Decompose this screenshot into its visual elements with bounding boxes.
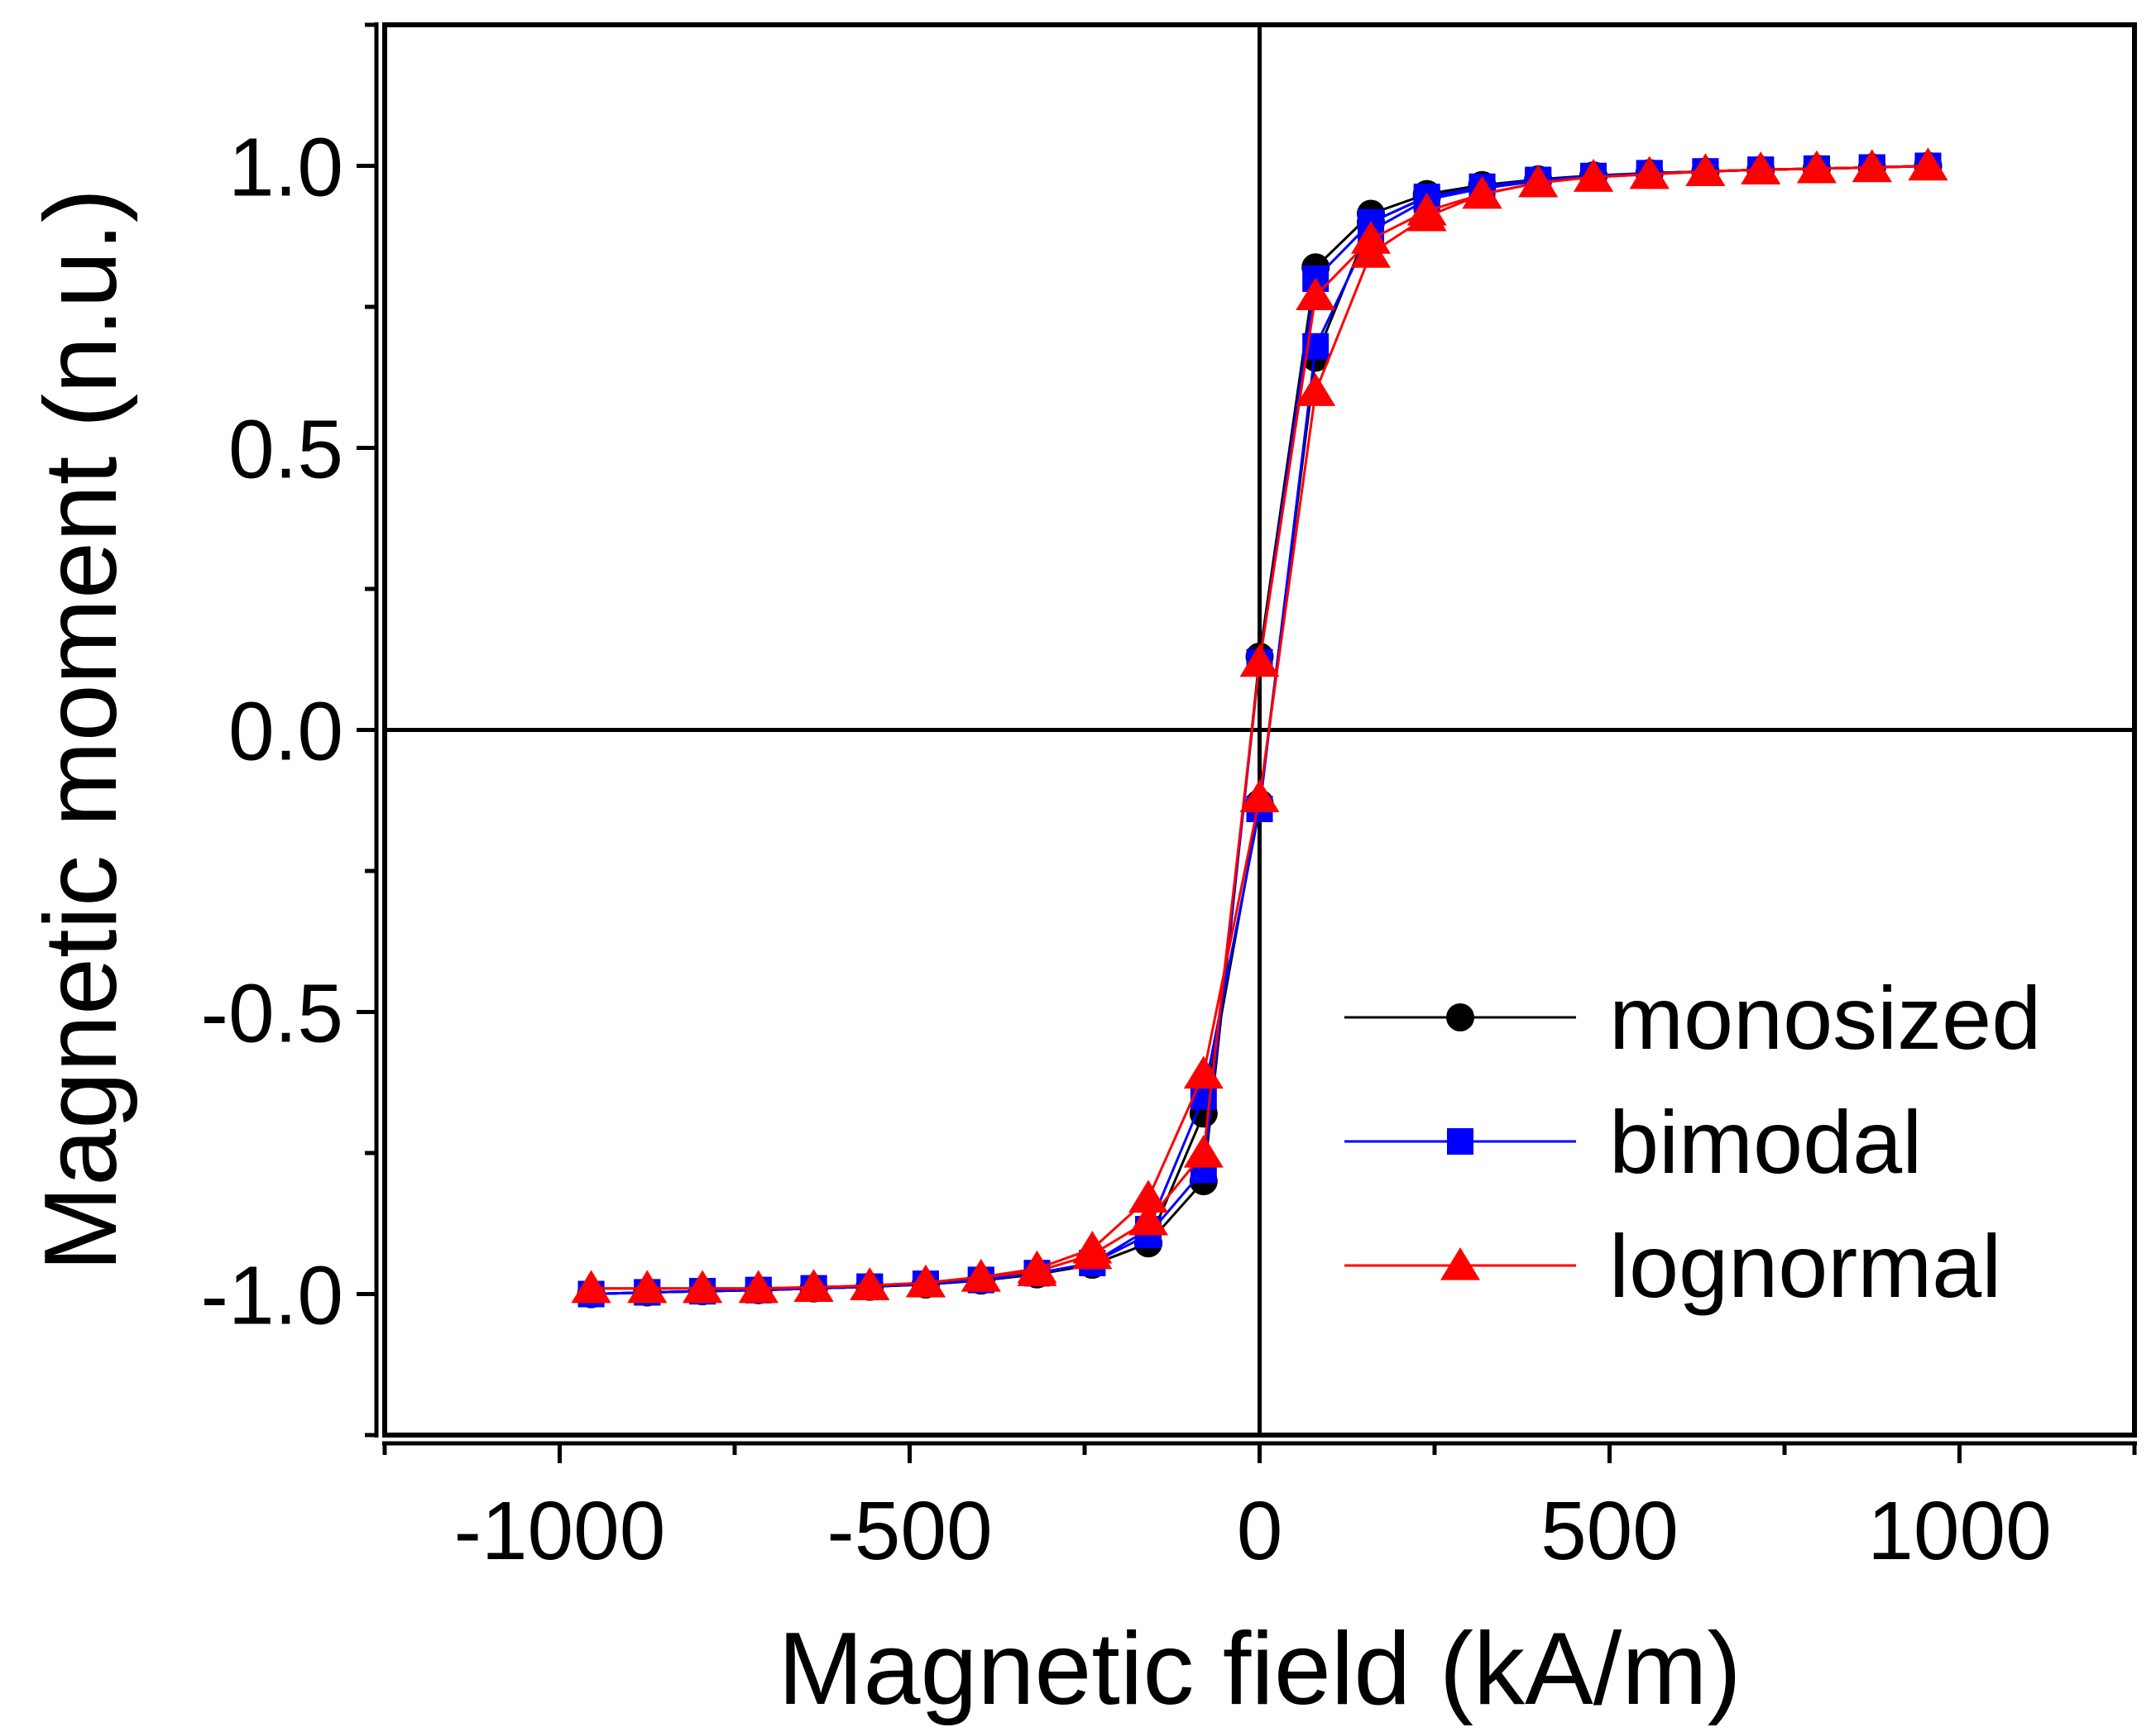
x-tick-label: -500: [826, 1485, 992, 1577]
legend-label: lognormal: [1609, 1216, 2001, 1316]
lognormal-data-point: [1239, 779, 1280, 812]
lognormal-data-point: [1017, 1250, 1057, 1284]
y-tick-label: 0.0: [228, 686, 343, 778]
lognormal-data-point: [1128, 1202, 1168, 1236]
lognormal-data-point: [850, 1267, 890, 1300]
lognormal-data-point: [1685, 153, 1726, 186]
lognormal-data-point: [1239, 644, 1280, 677]
lognormal-data-point: [1296, 277, 1336, 310]
legend-label: monosized: [1609, 968, 2041, 1068]
legend: monosized bimodal lognormal: [1344, 968, 2041, 1316]
x-tick-label: 1000: [1867, 1485, 2051, 1577]
lognormal-data-point: [1296, 373, 1336, 406]
lognormal-data-point: [683, 1270, 723, 1304]
plot-area: [385, 25, 2134, 1435]
lognormal-data-point: [1351, 235, 1392, 268]
lognormal-data-point: [1852, 149, 1892, 183]
y-tick-label: 1.0: [228, 122, 343, 214]
lognormal-data-point: [1518, 164, 1559, 198]
legend-item-monosized: monosized: [1344, 968, 2041, 1068]
lognormal-data-point: [1072, 1230, 1113, 1264]
lognormal-data-point: [1796, 150, 1837, 184]
lognormal-data-point: [1574, 159, 1614, 192]
lognormal-data-point: [627, 1270, 668, 1304]
x-tick-label: 500: [1540, 1485, 1679, 1577]
legend-item-lognormal: lognormal: [1344, 1216, 2001, 1316]
x-tick-label: -1000: [454, 1485, 666, 1577]
legend-marker: [1440, 1247, 1480, 1280]
x-axis-title: Magnetic field (kA/m): [778, 1612, 1742, 1726]
y-axis-title: Magnetic moment (n.u.): [24, 189, 138, 1271]
y-tick-label: -0.5: [201, 968, 343, 1060]
lognormal-data-point: [571, 1270, 611, 1304]
lognormal-data-point: [905, 1264, 946, 1298]
lognormal-data-point: [1406, 198, 1447, 232]
y-tick-label: -1.0: [201, 1250, 343, 1342]
lognormal-data-point: [1908, 147, 1948, 181]
legend-label: bimodal: [1609, 1092, 1922, 1192]
x-tick-label: 0: [1237, 1485, 1283, 1577]
lognormal-data-point: [793, 1269, 834, 1302]
legend-marker: [1447, 1128, 1473, 1155]
lognormal-data-point: [738, 1270, 779, 1304]
y-tick-label: 0.5: [228, 404, 343, 496]
axes: -1000 -500 0 500 1000 -1.0 -0.5 0.0 0.5 1.0: [201, 22, 2137, 1577]
plot-frame: [382, 22, 2137, 1438]
lognormal-data-point: [1741, 151, 1781, 184]
legend-item-bimodal: bimodal: [1344, 1092, 1922, 1192]
series-lognormal: [571, 147, 1948, 1304]
legend-marker: [1446, 1003, 1474, 1031]
lognormal-data-point: [1183, 1055, 1224, 1089]
lognormal-data-point: [1629, 155, 1670, 189]
lognormal-data-point: [961, 1259, 1001, 1292]
lognormal-data-point: [1183, 1135, 1224, 1168]
lognormal-data-point: [1128, 1179, 1168, 1213]
lognormal-data-point: [1462, 175, 1502, 209]
